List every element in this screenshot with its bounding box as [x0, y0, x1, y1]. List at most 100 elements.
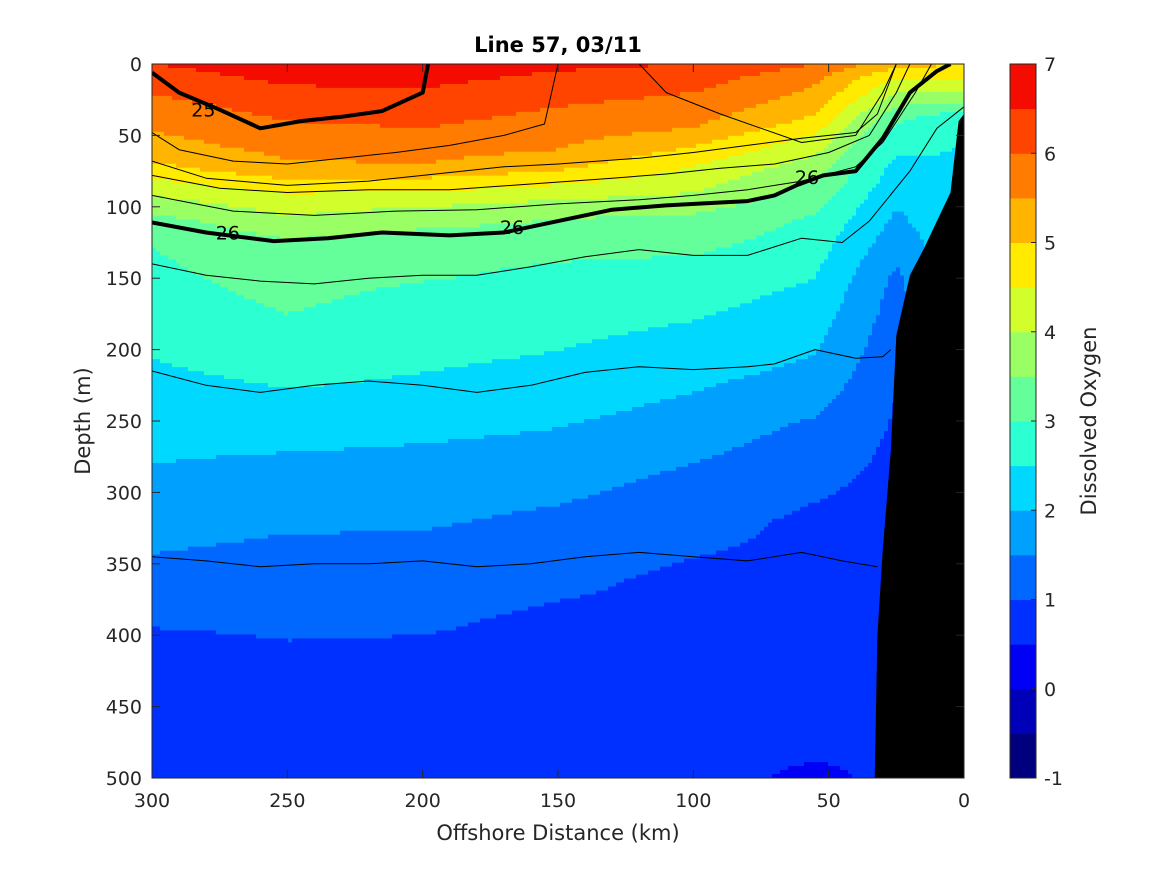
field-cell	[184, 64, 189, 69]
field-cell	[176, 602, 181, 607]
field-cell	[216, 375, 221, 380]
field-cell	[164, 431, 169, 436]
field-cell	[240, 443, 245, 448]
field-cell	[188, 463, 193, 468]
field-cell	[184, 487, 189, 492]
field-cell	[204, 319, 209, 324]
field-cell	[236, 523, 241, 528]
field-cell	[252, 742, 257, 747]
field-cell	[204, 547, 209, 552]
field-cell	[204, 251, 209, 256]
field-cell	[168, 459, 173, 464]
field-cell	[188, 491, 193, 496]
field-cell	[160, 303, 165, 308]
field-cell	[216, 379, 221, 384]
field-cell	[244, 96, 249, 101]
field-cell	[252, 551, 257, 556]
field-cell	[168, 563, 173, 568]
field-cell	[172, 507, 177, 512]
field-cell	[248, 746, 253, 751]
field-cell	[208, 463, 213, 468]
field-cell	[164, 451, 169, 456]
field-cell	[172, 128, 177, 133]
field-cell	[188, 443, 193, 448]
field-cell	[188, 543, 193, 548]
field-cell	[204, 718, 209, 723]
field-cell	[220, 160, 225, 165]
field-cell	[176, 754, 181, 759]
field-cell	[252, 606, 257, 611]
field-cell	[256, 303, 261, 308]
field-cell	[176, 232, 181, 237]
field-cell	[228, 499, 233, 504]
field-cell	[212, 579, 217, 584]
field-cell	[168, 571, 173, 576]
field-cell	[220, 68, 225, 73]
field-cell	[232, 64, 237, 69]
field-cell	[160, 618, 165, 623]
field-cell	[196, 539, 201, 544]
field-cell	[220, 128, 225, 133]
field-cell	[216, 626, 221, 631]
field-cell	[160, 64, 165, 69]
field-cell	[244, 220, 249, 225]
field-cell	[220, 303, 225, 308]
field-cell	[252, 670, 257, 675]
field-cell	[200, 758, 205, 763]
field-cell	[248, 547, 253, 552]
field-cell	[192, 275, 197, 280]
field-cell	[160, 172, 165, 177]
field-cell	[184, 475, 189, 480]
field-cell	[256, 152, 261, 157]
field-cell	[184, 128, 189, 133]
field-cell	[224, 144, 229, 149]
field-cell	[188, 495, 193, 500]
field-cell	[248, 427, 253, 432]
field-cell	[168, 100, 173, 105]
field-cell	[164, 299, 169, 304]
field-cell	[212, 192, 217, 197]
field-cell	[228, 770, 233, 775]
field-cell	[152, 622, 157, 627]
field-cell	[180, 251, 185, 256]
field-cell	[192, 618, 197, 623]
field-cell	[172, 642, 177, 647]
field-cell	[248, 287, 253, 292]
field-cell	[224, 451, 229, 456]
field-cell	[244, 184, 249, 189]
field-cell	[188, 255, 193, 260]
field-cell	[208, 128, 213, 133]
field-cell	[236, 176, 241, 181]
field-cell	[152, 439, 157, 444]
field-cell	[164, 136, 169, 141]
field-cell	[220, 251, 225, 256]
field-cell	[236, 507, 241, 512]
field-cell	[208, 746, 213, 751]
field-cell	[256, 132, 261, 137]
field-cell	[160, 351, 165, 356]
field-cell	[236, 459, 241, 464]
field-cell	[196, 750, 201, 755]
field-cell	[240, 423, 245, 428]
field-cell	[188, 144, 193, 149]
field-cell	[256, 395, 261, 400]
field-cell	[152, 674, 157, 679]
field-cell	[228, 80, 233, 85]
field-cell	[216, 487, 221, 492]
field-cell	[172, 459, 177, 464]
field-cell	[180, 674, 185, 679]
field-cell	[228, 451, 233, 456]
field-cell	[240, 347, 245, 352]
field-cell	[224, 76, 229, 81]
field-cell	[192, 140, 197, 145]
field-cell	[200, 531, 205, 536]
field-cell	[172, 646, 177, 651]
field-cell	[196, 710, 201, 715]
field-cell	[200, 335, 205, 340]
field-cell	[160, 666, 165, 671]
field-cell	[256, 439, 261, 444]
field-cell	[172, 523, 177, 528]
field-cell	[180, 706, 185, 711]
field-cell	[224, 303, 229, 308]
field-cell	[232, 96, 237, 101]
